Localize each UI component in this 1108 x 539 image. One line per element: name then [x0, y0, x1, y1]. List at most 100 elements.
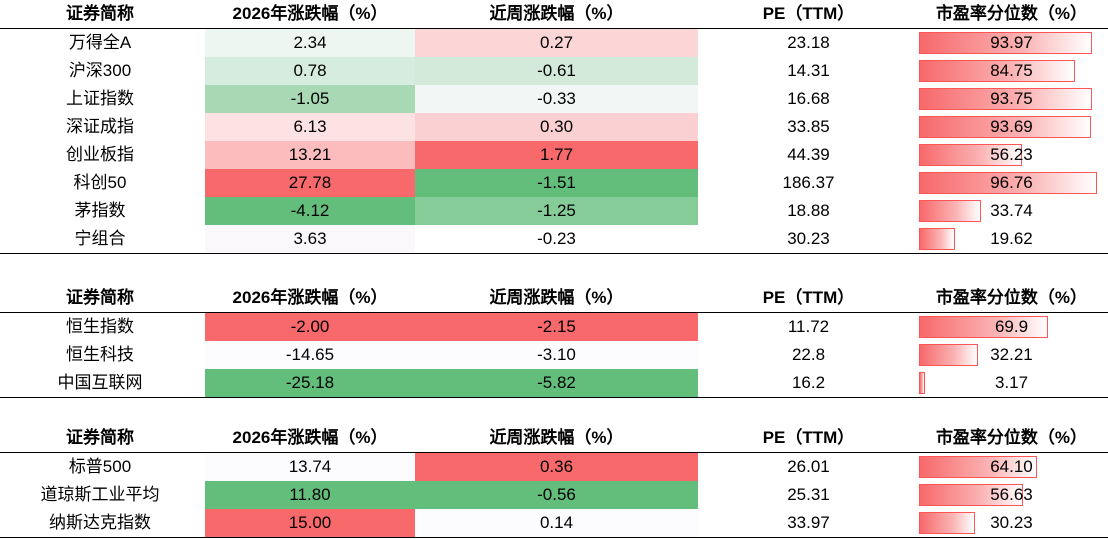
pe-ttm: 22.8 [791, 345, 826, 364]
table-row: 科创50 27.78 -1.51 186.37 96.76 [0, 169, 1108, 197]
security-name: 宁组合 [74, 229, 126, 248]
weekly-change: 0.27 [415, 29, 698, 57]
pe-ttm: 14.31 [787, 61, 830, 80]
pe-ttm: 30.23 [787, 229, 830, 248]
ytd-change: -4.12 [205, 197, 415, 225]
pe-ttm: 186.37 [782, 173, 835, 192]
weekly-change: -2.15 [415, 313, 698, 341]
table-row: 茅指数 -4.12 -1.25 18.88 33.74 [0, 197, 1108, 225]
weekly-change: -5.82 [415, 369, 698, 397]
pe-percentile: 93.75 [990, 89, 1033, 108]
table-row: 恒生指数 -2.00 -2.15 11.72 69.9 [0, 313, 1108, 341]
pe-percentile-bar [919, 344, 979, 366]
ytd-change: 2.34 [205, 29, 415, 57]
pe-ttm: 33.85 [787, 117, 830, 136]
pe-percentile: 96.76 [990, 173, 1033, 192]
pe-percentile: 56.23 [990, 145, 1033, 164]
ytd-change: 13.21 [205, 141, 415, 169]
weekly-change: 1.77 [415, 141, 698, 169]
pe-percentile: 93.97 [990, 33, 1033, 52]
weekly-change: -3.10 [415, 341, 698, 369]
table-row: 万得全A 2.34 0.27 23.18 93.97 [0, 29, 1108, 57]
pe-ttm: 44.39 [787, 145, 830, 164]
header-cell: 2026年涨跌幅（%） [232, 4, 388, 23]
header-cell: PE（TTM） [762, 288, 855, 307]
section-bottom-border [0, 397, 1108, 398]
table-row: 标普500 13.74 0.36 26.01 64.10 [0, 453, 1108, 481]
weekly-change: -0.23 [415, 225, 698, 253]
pe-percentile-bar [919, 316, 1048, 338]
security-name: 万得全A [68, 33, 132, 52]
security-name: 茅指数 [74, 201, 126, 220]
ytd-change: -14.65 [205, 341, 415, 369]
weekly-change: -1.51 [415, 169, 698, 197]
pe-percentile-bar [919, 144, 1023, 166]
table-row: 道琼斯工业平均 11.80 -0.56 25.31 56.63 [0, 481, 1108, 509]
security-name: 深证成指 [66, 117, 134, 136]
header-cell: 近周涨跌幅（%） [489, 288, 624, 307]
weekly-change: 0.36 [415, 453, 698, 481]
pe-ttm: 26.01 [787, 457, 830, 476]
weekly-change: -1.25 [415, 197, 698, 225]
pe-ttm: 33.97 [787, 513, 830, 532]
header-cell: 市盈率分位数（%） [935, 288, 1088, 307]
ytd-change: 0.78 [205, 57, 415, 85]
pe-percentile-bar [919, 172, 1098, 194]
section-bottom-border [0, 537, 1108, 538]
pe-percentile: 56.63 [990, 485, 1033, 504]
pe-percentile-bar [919, 116, 1092, 138]
pe-percentile-bar [919, 512, 975, 534]
header-cell: 市盈率分位数（%） [935, 428, 1088, 447]
pe-ttm: 16.68 [787, 89, 830, 108]
header-cell: 近周涨跌幅（%） [489, 428, 624, 447]
security-name: 道琼斯工业平均 [40, 485, 160, 504]
weekly-change: -0.61 [415, 57, 698, 85]
header-cell: 证券简称 [66, 428, 134, 447]
pe-percentile: 30.23 [990, 513, 1033, 532]
security-name: 纳斯达克指数 [49, 513, 151, 532]
header-cell: PE（TTM） [762, 4, 855, 23]
ytd-change: -25.18 [205, 369, 415, 397]
header-cell: 2026年涨跌幅（%） [232, 428, 388, 447]
header-cell: PE（TTM） [762, 428, 855, 447]
pe-percentile: 33.74 [990, 201, 1033, 220]
header-cell: 近周涨跌幅（%） [489, 4, 624, 23]
pe-ttm: 25.31 [787, 485, 830, 504]
security-name: 恒生指数 [66, 317, 134, 336]
security-name: 上证指数 [66, 89, 134, 108]
pe-ttm: 18.88 [787, 201, 830, 220]
pe-ttm: 11.72 [787, 317, 830, 336]
table-header: 证券简称 2026年涨跌幅（%） 近周涨跌幅（%） PE（TTM） 市盈率分位数（%） [0, 424, 1108, 453]
pe-percentile-bar [919, 32, 1092, 54]
weekly-change: 0.14 [415, 509, 698, 537]
table-row: 中国互联网 -25.18 -5.82 16.2 3.17 [0, 369, 1108, 397]
pe-percentile-bar [919, 456, 1037, 478]
pe-percentile: 93.69 [990, 117, 1033, 136]
pe-percentile: 32.21 [990, 345, 1033, 364]
ytd-change: -2.00 [205, 313, 415, 341]
security-name: 创业板指 [66, 145, 134, 164]
weekly-change: -0.33 [415, 85, 698, 113]
table-row: 创业板指 13.21 1.77 44.39 56.23 [0, 141, 1108, 169]
pe-percentile: 19.62 [990, 229, 1033, 248]
ytd-change: 6.13 [205, 113, 415, 141]
header-cell: 市盈率分位数（%） [935, 4, 1088, 23]
security-name: 中国互联网 [57, 373, 143, 392]
table-row: 沪深300 0.78 -0.61 14.31 84.75 [0, 57, 1108, 85]
table-header: 证券简称 2026年涨跌幅（%） 近周涨跌幅（%） PE（TTM） 市盈率分位数（%） [0, 284, 1108, 313]
security-name: 沪深300 [68, 61, 132, 80]
table-row: 宁组合 3.63 -0.23 30.23 19.62 [0, 225, 1108, 253]
table-header: 证券简称 2026年涨跌幅（%） 近周涨跌幅（%） PE（TTM） 市盈率分位数（%） [0, 0, 1108, 29]
ytd-change: 13.74 [205, 453, 415, 481]
weekly-change: 0.30 [415, 113, 698, 141]
pe-percentile-bar [919, 60, 1075, 82]
table-row: 恒生科技 -14.65 -3.10 22.8 32.21 [0, 341, 1108, 369]
pe-ttm: 23.18 [787, 33, 830, 52]
table-row: 纳斯达克指数 15.00 0.14 33.97 30.23 [0, 509, 1108, 537]
header-cell: 证券简称 [66, 288, 134, 307]
pe-ttm: 16.2 [791, 373, 826, 392]
security-name: 标普500 [68, 457, 132, 476]
pe-percentile-bar [919, 200, 982, 222]
pe-percentile-bar [919, 228, 956, 250]
header-cell: 2026年涨跌幅（%） [232, 288, 388, 307]
